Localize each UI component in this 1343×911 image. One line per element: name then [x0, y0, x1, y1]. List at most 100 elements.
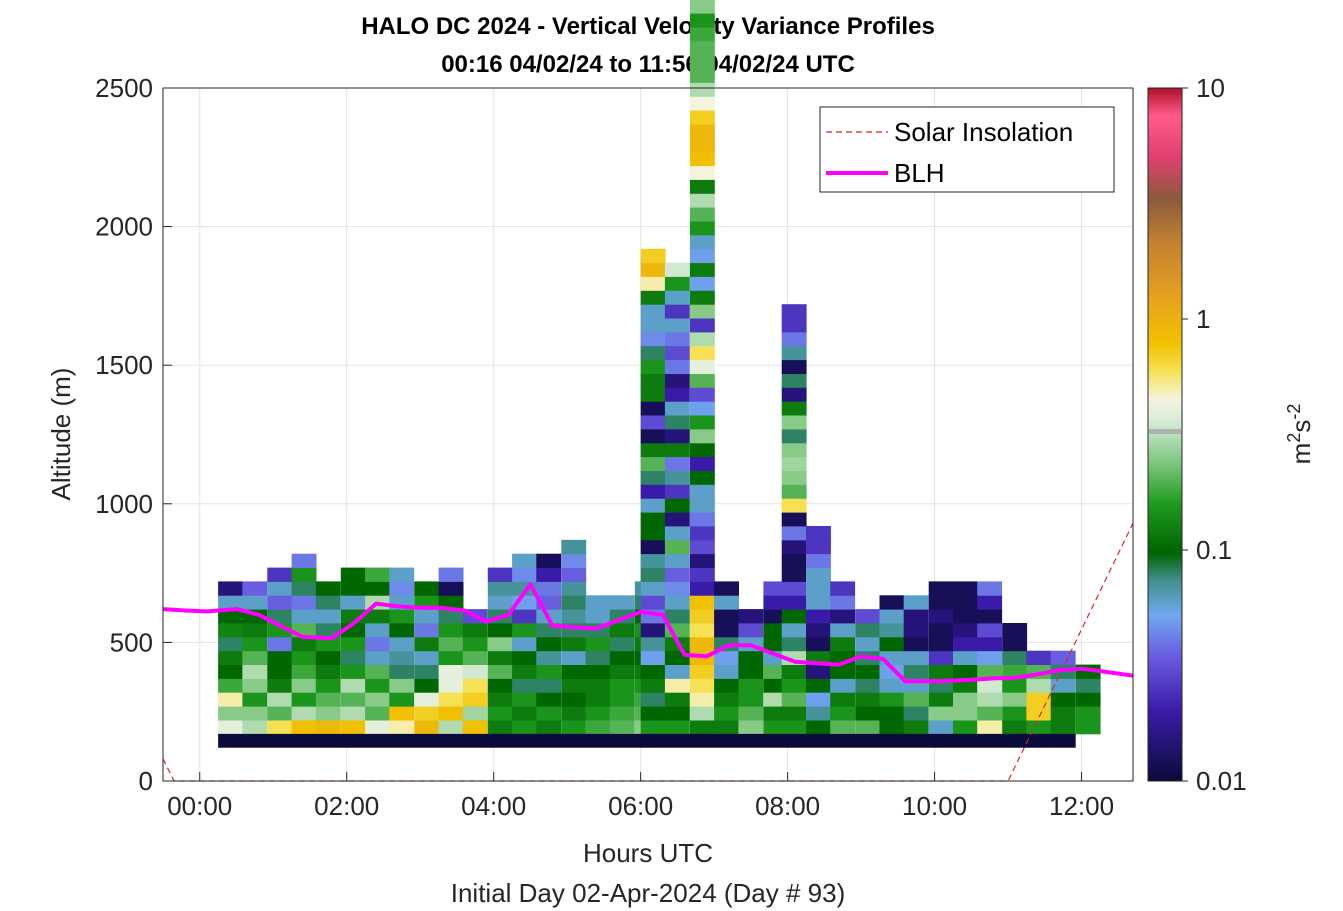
heatmap-cell — [315, 650, 341, 665]
heatmap-cell — [561, 595, 587, 610]
heatmap-cell — [340, 650, 366, 665]
heatmap-cell — [640, 664, 666, 679]
heatmap-cell — [389, 581, 415, 596]
heatmap-cell — [340, 567, 366, 582]
x-tick-label: 06:00 — [608, 791, 673, 821]
heatmap-cell — [291, 595, 317, 610]
heatmap-cell — [640, 276, 666, 291]
heatmap-cell — [689, 595, 715, 610]
heatmap-cell — [781, 442, 807, 458]
heatmap-cell — [340, 692, 366, 707]
heatmap-cell — [928, 609, 954, 624]
heatmap-cell — [365, 720, 390, 735]
heatmap-cell — [928, 595, 954, 610]
heatmap-cell — [1002, 636, 1028, 652]
heatmap-cell — [953, 706, 978, 721]
heatmap-cell — [664, 595, 690, 610]
heatmap-cell — [714, 720, 739, 735]
heatmap-cell — [928, 664, 954, 679]
heatmap-cell — [689, 706, 715, 721]
heatmap-cell — [291, 636, 317, 652]
heatmap-cell — [267, 609, 293, 624]
heatmap-cell — [640, 331, 666, 347]
heatmap-cell — [1026, 678, 1052, 693]
heatmap-cell — [389, 692, 415, 707]
legend-box — [819, 106, 1115, 193]
heatmap-cell — [781, 664, 807, 679]
heatmap-cell — [689, 13, 715, 28]
heatmap-cell — [953, 636, 978, 652]
heatmap-cell — [781, 692, 807, 707]
heatmap-cell — [928, 692, 954, 707]
heatmap-cell — [242, 623, 268, 638]
heatmap-cell — [689, 221, 715, 236]
heatmap-cell — [640, 318, 666, 333]
heatmap-cell — [640, 456, 666, 471]
heatmap-cell — [781, 706, 807, 721]
heatmap-cell — [640, 581, 666, 596]
colorbar-label-mid: s — [1286, 420, 1316, 433]
heatmap-cell — [830, 636, 856, 652]
heatmap-cell — [855, 664, 881, 679]
heatmap-cell — [462, 692, 488, 707]
heatmap-cell — [903, 636, 929, 652]
heatmap-cell — [218, 595, 243, 610]
heatmap-cell — [1026, 706, 1052, 721]
heatmap-cell — [738, 664, 764, 679]
heatmap-cell — [414, 678, 440, 693]
heatmap-cell — [640, 567, 666, 582]
heatmap-cell — [414, 692, 440, 707]
heatmap-cell — [806, 595, 831, 610]
heatmap-cell — [689, 498, 715, 513]
heatmap-cell — [689, 512, 715, 527]
heatmap-cell — [585, 720, 611, 735]
heatmap-cell — [1002, 650, 1028, 665]
heatmap-cell — [487, 720, 513, 735]
heatmap-cell — [977, 720, 1003, 735]
heatmap-cell — [689, 165, 715, 180]
heatmap-cell — [689, 276, 715, 291]
heatmap-cell — [609, 595, 635, 610]
heatmap-cell — [781, 512, 807, 527]
heatmap-cell — [714, 595, 739, 610]
heatmap-cell — [738, 706, 764, 721]
heatmap-cell — [781, 581, 807, 596]
heatmap-cell — [664, 609, 690, 624]
heatmap-cell — [830, 678, 856, 693]
heatmap-cell — [291, 720, 317, 735]
heatmap-cell — [561, 692, 587, 707]
heatmap-cell — [1075, 678, 1101, 693]
heatmap-cell — [585, 678, 611, 693]
heatmap-cell — [806, 720, 831, 735]
heatmap-cell — [365, 623, 390, 638]
heatmap-cell — [536, 553, 562, 568]
heatmap-cell — [781, 401, 807, 416]
heatmap-cell — [781, 415, 807, 430]
heatmap-cell — [640, 692, 666, 707]
heatmap-cell — [242, 678, 268, 693]
heatmap-cell — [689, 692, 715, 707]
heatmap-cell — [689, 415, 715, 430]
heatmap-cell — [977, 664, 1003, 679]
heatmap-cell — [781, 470, 807, 485]
heatmap-cell — [1002, 720, 1028, 735]
heatmap-cell — [664, 706, 690, 721]
heatmap-cell — [389, 567, 415, 582]
heatmap-cell — [218, 623, 243, 638]
heatmap-cell — [689, 290, 715, 305]
heatmap-cell — [903, 706, 929, 721]
heatmap-cell — [315, 706, 341, 721]
heatmap-cell — [291, 678, 317, 693]
heatmap-cell — [689, 539, 715, 555]
heatmap-cell — [855, 706, 881, 721]
heatmap-cell — [806, 636, 831, 652]
heatmap-cell — [561, 720, 587, 735]
heatmap-cell — [738, 609, 764, 624]
heatmap-cell — [438, 692, 464, 707]
heatmap-cell — [664, 318, 690, 333]
y-tick-label: 500 — [110, 627, 153, 657]
heatmap-cell — [512, 567, 537, 582]
heatmap-cell — [689, 82, 715, 97]
heatmap-cell — [267, 581, 293, 596]
heatmap-cell — [664, 553, 690, 568]
